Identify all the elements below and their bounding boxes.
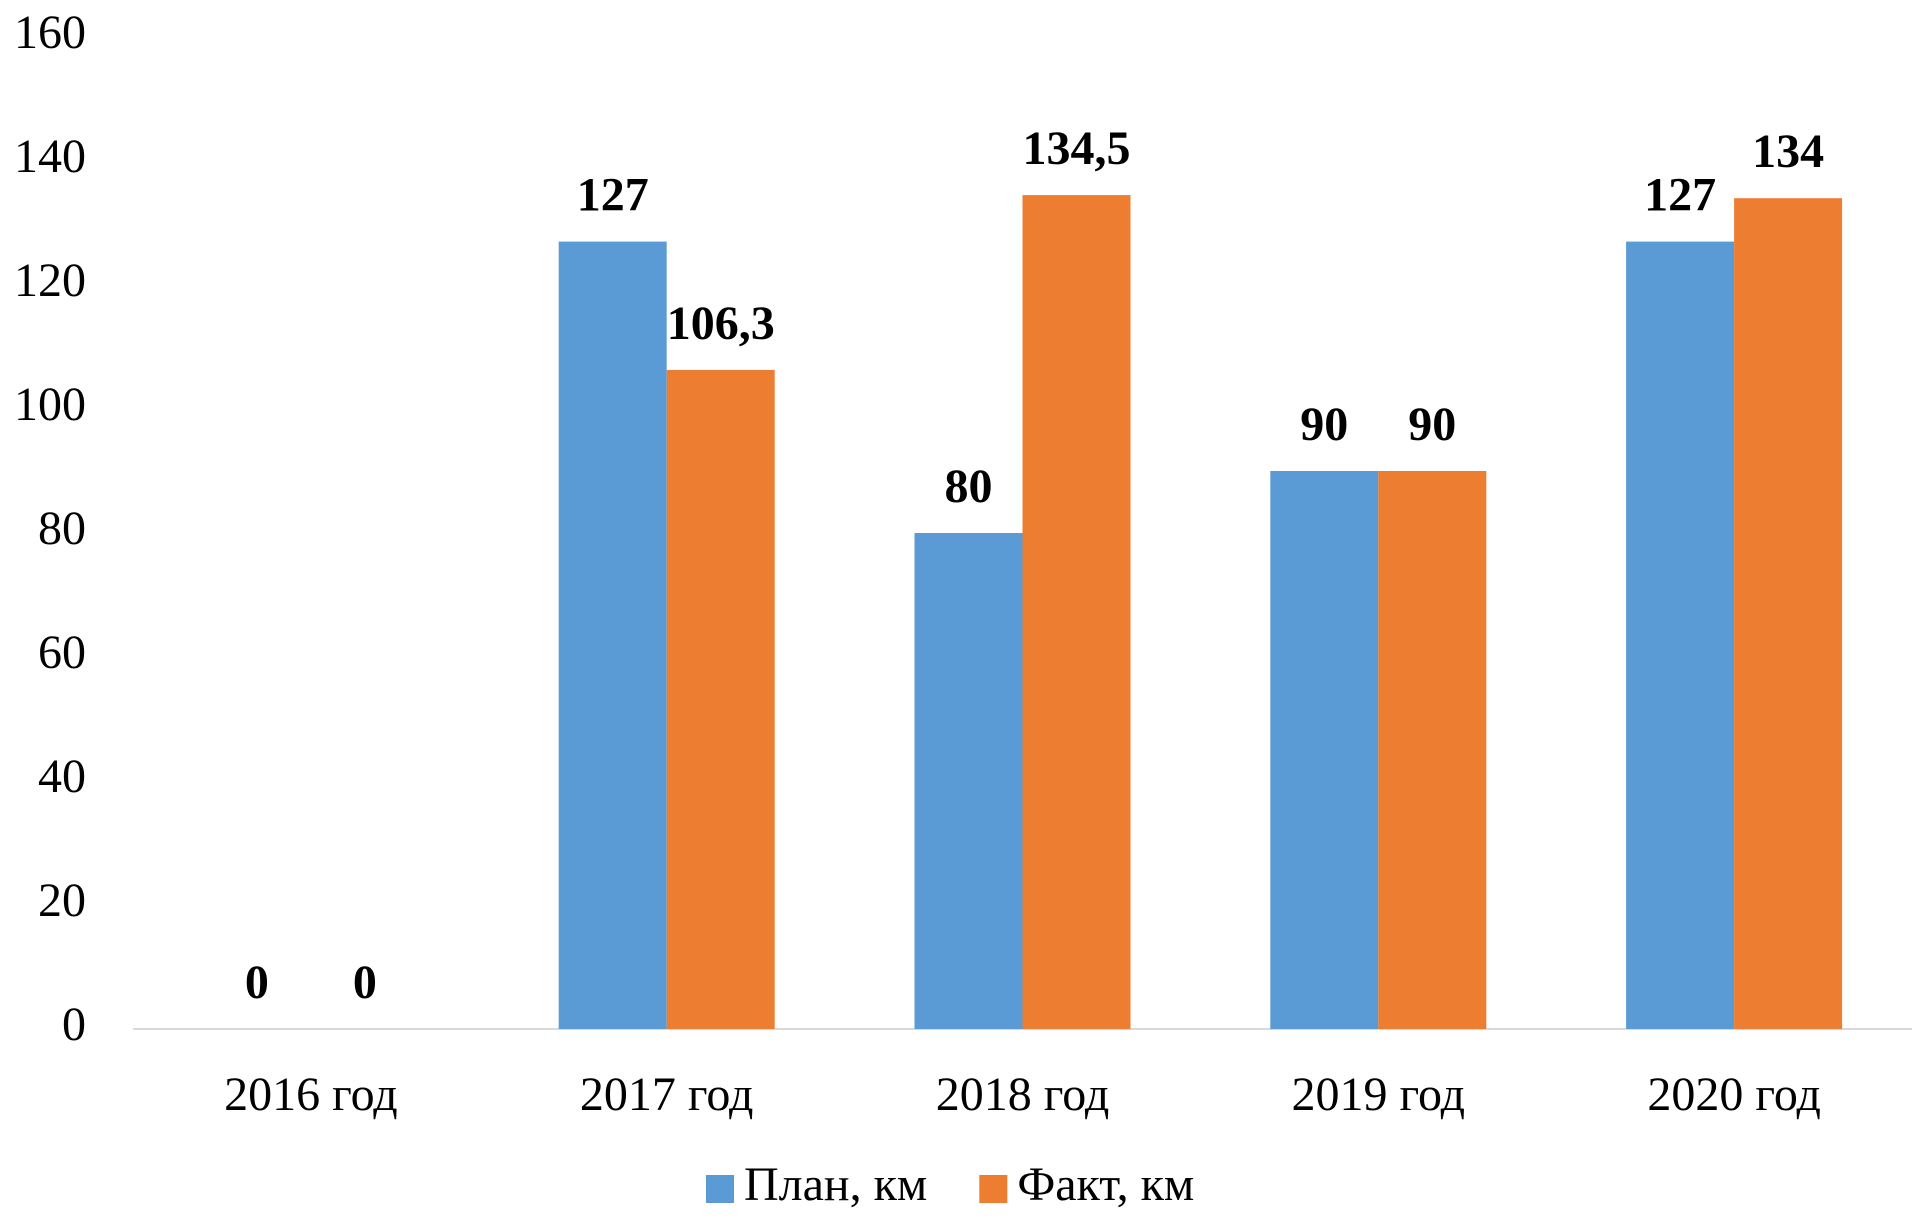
y-tick-label: 160 xyxy=(14,6,86,59)
bar xyxy=(1626,241,1735,1030)
x-tick-label: 2020 год xyxy=(1647,1068,1821,1121)
legend-label: План, км xyxy=(744,1158,927,1211)
bar xyxy=(1734,198,1843,1029)
data-label: 106,3 xyxy=(667,297,775,350)
bar xyxy=(1022,195,1131,1030)
x-tick-label: 2019 год xyxy=(1292,1068,1466,1121)
data-label: 0 xyxy=(353,956,377,1009)
bar xyxy=(558,241,667,1030)
data-label: 134 xyxy=(1752,125,1824,178)
y-tick-label: 40 xyxy=(38,750,86,803)
bar xyxy=(666,369,775,1029)
data-label: 90 xyxy=(1300,398,1348,451)
data-label: 0 xyxy=(245,956,269,1009)
legend-swatch xyxy=(706,1175,734,1203)
data-label: 127 xyxy=(1644,169,1716,222)
x-tick-label: 2016 год xyxy=(224,1068,398,1121)
y-tick-label: 60 xyxy=(38,626,86,679)
bar xyxy=(914,533,1023,1029)
y-tick-label: 20 xyxy=(38,874,86,927)
legend-label: Факт, км xyxy=(1017,1158,1194,1211)
legend-swatch xyxy=(979,1175,1008,1203)
y-tick-label: 80 xyxy=(38,502,86,555)
y-tick-label: 120 xyxy=(14,254,86,307)
data-label: 80 xyxy=(945,460,993,513)
data-label: 134,5 xyxy=(1023,122,1131,175)
bar xyxy=(1378,471,1487,1029)
y-tick-label: 100 xyxy=(14,378,86,431)
x-tick-label: 2017 год xyxy=(580,1068,754,1121)
y-tick-label: 0 xyxy=(62,998,86,1051)
x-tick-label: 2018 год xyxy=(936,1068,1110,1121)
bar xyxy=(1270,471,1379,1029)
data-label: 90 xyxy=(1408,398,1456,451)
y-tick-label: 140 xyxy=(14,130,86,183)
data-label: 127 xyxy=(577,169,649,222)
